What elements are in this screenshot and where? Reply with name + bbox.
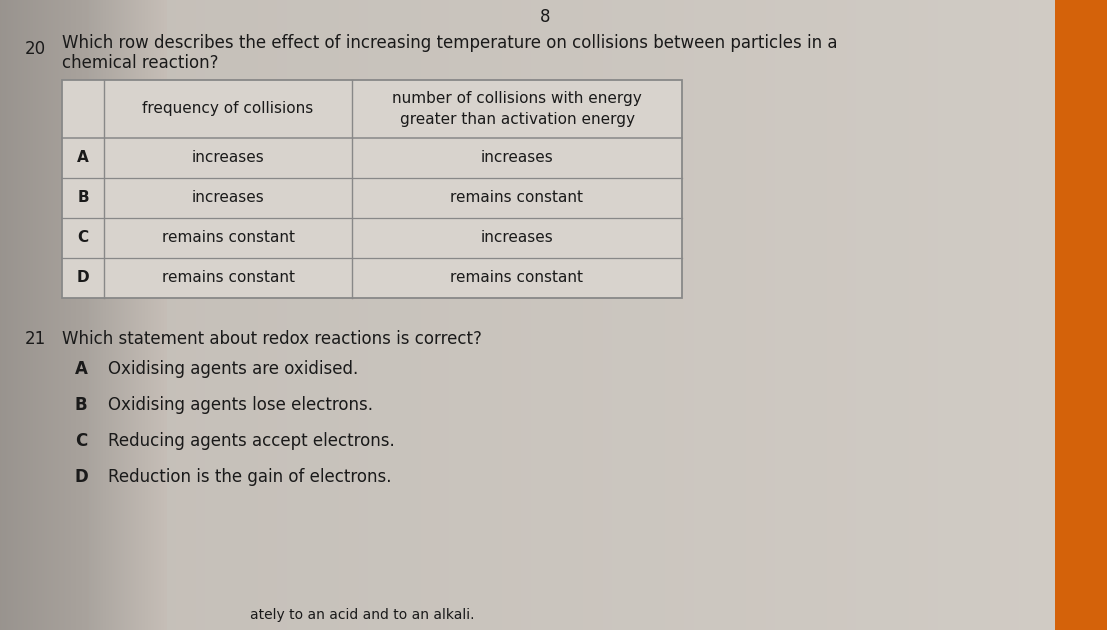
Text: ately to an acid and to an alkali.: ately to an acid and to an alkali.: [250, 608, 475, 622]
Text: number of collisions with energy
greater than activation energy: number of collisions with energy greater…: [392, 91, 642, 127]
Bar: [62, 80, 682, 298]
Text: 8: 8: [540, 8, 550, 26]
Text: Oxidising agents are oxidised.: Oxidising agents are oxidised.: [108, 360, 359, 378]
Text: chemical reaction?: chemical reaction?: [62, 54, 218, 72]
Text: Reducing agents accept electrons.: Reducing agents accept electrons.: [108, 432, 395, 450]
Text: Reduction is the gain of electrons.: Reduction is the gain of electrons.: [108, 468, 392, 486]
Text: remains constant: remains constant: [451, 270, 583, 285]
Text: remains constant: remains constant: [451, 190, 583, 205]
Text: A: A: [75, 360, 87, 378]
Bar: [62, 80, 682, 298]
Text: B: B: [77, 190, 89, 205]
Text: Which row describes the effect of increasing temperature on collisions between p: Which row describes the effect of increa…: [62, 34, 838, 52]
Text: Which statement about redox reactions is correct?: Which statement about redox reactions is…: [62, 330, 482, 348]
Text: C: C: [75, 432, 87, 450]
Text: increases: increases: [192, 151, 265, 166]
Text: increases: increases: [192, 190, 265, 205]
Text: remains constant: remains constant: [162, 270, 294, 285]
Text: remains constant: remains constant: [162, 231, 294, 246]
Text: D: D: [75, 468, 89, 486]
Text: C: C: [77, 231, 89, 246]
Text: B: B: [75, 396, 87, 414]
Text: Oxidising agents lose electrons.: Oxidising agents lose electrons.: [108, 396, 373, 414]
Text: 20: 20: [25, 40, 46, 58]
Text: increases: increases: [480, 151, 554, 166]
Text: A: A: [77, 151, 89, 166]
Text: frequency of collisions: frequency of collisions: [143, 101, 313, 117]
Text: D: D: [76, 270, 90, 285]
Text: increases: increases: [480, 231, 554, 246]
Bar: [1055, 0, 1107, 630]
Text: 21: 21: [25, 330, 46, 348]
